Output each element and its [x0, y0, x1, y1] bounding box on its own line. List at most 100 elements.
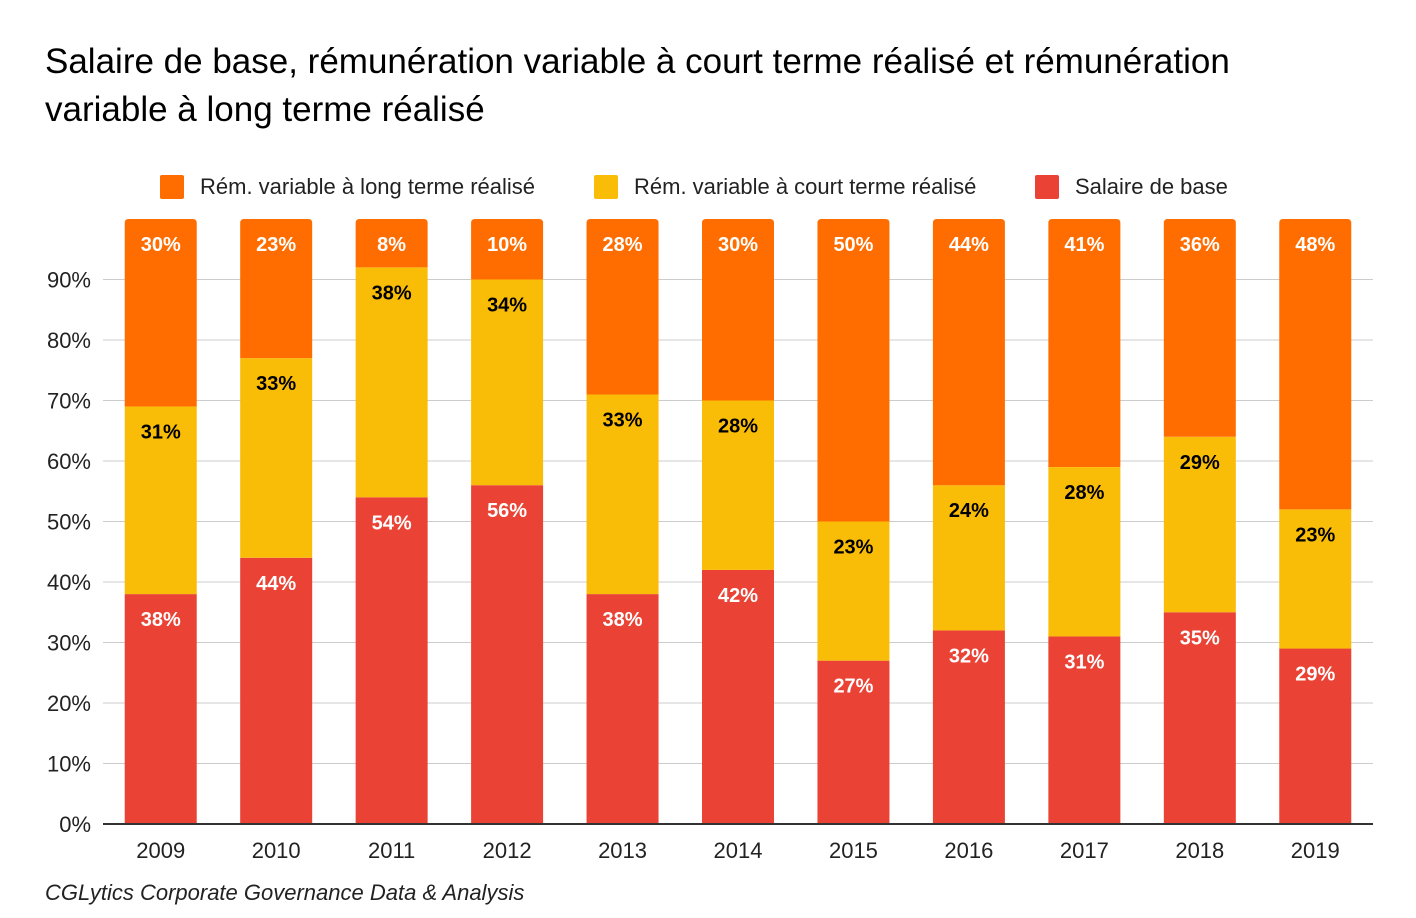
bar-segment [1279, 509, 1352, 649]
legend: Rém. variable à long terme réalisé Rém. … [0, 170, 1416, 204]
bars [124, 219, 1352, 824]
y-tick-label: 20% [47, 691, 91, 716]
x-tick-label: 2014 [714, 838, 763, 863]
bar-segment [1163, 612, 1236, 824]
bar-segment [817, 521, 890, 661]
data-label: 23% [1295, 524, 1335, 546]
legend-item-short-term: Rém. variable à court terme réalisé [594, 170, 976, 204]
bar-segment [240, 557, 313, 824]
x-tick-label: 2011 [368, 838, 415, 863]
data-label: 30% [718, 234, 758, 256]
source-note: CGLytics Corporate Governance Data & Ana… [45, 880, 525, 905]
bar-segment [817, 219, 890, 522]
bar-segment [702, 400, 774, 570]
y-tick-label: 90% [47, 268, 91, 293]
bar-segment [702, 569, 774, 824]
data-label: 24% [949, 500, 989, 522]
bar-segment [1048, 636, 1121, 824]
data-label: 28% [718, 416, 758, 438]
y-tick-label: 60% [47, 449, 91, 474]
data-label: 34% [487, 295, 527, 317]
y-tick-label: 30% [47, 631, 91, 656]
data-label: 29% [1180, 452, 1220, 474]
x-tick-label: 2013 [598, 838, 647, 863]
bar-segment [1048, 219, 1121, 468]
x-tick-label: 2016 [944, 838, 993, 863]
data-label: 48% [1295, 234, 1335, 256]
data-label: 38% [141, 609, 181, 631]
bar-segment [932, 630, 1005, 824]
y-tick-label: 50% [47, 510, 91, 535]
data-label: 33% [256, 373, 296, 395]
data-label: 10% [487, 234, 527, 256]
bar-segment [355, 219, 428, 268]
data-label: 44% [949, 234, 989, 256]
bar-segment [124, 219, 197, 407]
x-tick-label: 2012 [483, 838, 532, 863]
x-tick-label: 2015 [829, 838, 878, 863]
data-label: 23% [833, 537, 873, 559]
data-label: 38% [372, 282, 412, 304]
data-label: 56% [487, 500, 527, 522]
bar-segment [586, 219, 659, 395]
data-label: 8% [377, 234, 406, 256]
data-label: 32% [949, 645, 989, 667]
x-tick-label: 2019 [1291, 838, 1340, 863]
bar-segment [355, 267, 428, 498]
bar-segment [355, 497, 428, 824]
bar-segment [471, 279, 544, 486]
bar-segment [1163, 219, 1236, 437]
data-label: 54% [372, 512, 412, 534]
bar-segment [586, 394, 659, 595]
y-tick-label: 40% [47, 570, 91, 595]
legend-swatch-long-term [160, 175, 184, 199]
bar-segment [932, 485, 1005, 631]
data-labels: 38% 31% 30% 44% 33% 23% 54% 38% 8% 56% 34% 10% 38% 33… [141, 234, 1336, 698]
bar-segment [1279, 648, 1352, 824]
bar-segment [124, 594, 197, 824]
legend-label-short-term: Rém. variable à court terme réalisé [634, 174, 977, 199]
legend-item-long-term: Rém. variable à long terme réalisé [160, 170, 535, 204]
data-label: 35% [1180, 627, 1220, 649]
bar-segment [1048, 467, 1121, 637]
legend-label-long-term: Rém. variable à long terme réalisé [200, 174, 536, 199]
bar-segment [586, 594, 659, 824]
data-label: 29% [1295, 664, 1335, 686]
data-label: 33% [603, 409, 643, 431]
legend-label-base-salary: Salaire de base [1075, 174, 1228, 199]
data-label: 42% [718, 585, 758, 607]
bar-segment [240, 358, 313, 558]
x-tick-label: 2018 [1175, 838, 1224, 863]
bar-segment [1163, 436, 1236, 613]
data-label: 28% [603, 234, 643, 256]
bar-segment [471, 485, 544, 824]
data-label: 30% [141, 234, 181, 256]
data-label: 41% [1064, 234, 1104, 256]
y-tick-label: 0% [59, 812, 91, 837]
legend-swatch-short-term [594, 175, 618, 199]
x-tick-label: 2009 [136, 838, 185, 863]
data-label: 44% [256, 573, 296, 595]
y-tick-label: 10% [47, 752, 91, 777]
data-label: 38% [603, 609, 643, 631]
data-label: 31% [141, 422, 181, 444]
chart-title: Salaire de base, rémunération variable à… [45, 42, 1230, 129]
bar-segment [702, 219, 774, 401]
bar-segment [932, 219, 1005, 486]
legend-item-base-salary: Salaire de base [1035, 170, 1228, 204]
bar-segment [817, 660, 890, 824]
x-tick-label: 2017 [1060, 838, 1109, 863]
bar-segment [124, 406, 197, 595]
data-label: 27% [833, 676, 873, 698]
bar-segment [471, 219, 544, 280]
y-tick-label: 70% [47, 389, 91, 414]
x-tick-label: 2010 [252, 838, 301, 863]
data-label: 36% [1180, 234, 1220, 256]
legend-swatch-base-salary [1035, 175, 1059, 199]
data-label: 28% [1064, 482, 1104, 504]
data-label: 23% [256, 234, 296, 256]
data-label: 50% [833, 234, 873, 256]
y-tick-label: 80% [47, 328, 91, 353]
bar-segment [240, 219, 313, 359]
